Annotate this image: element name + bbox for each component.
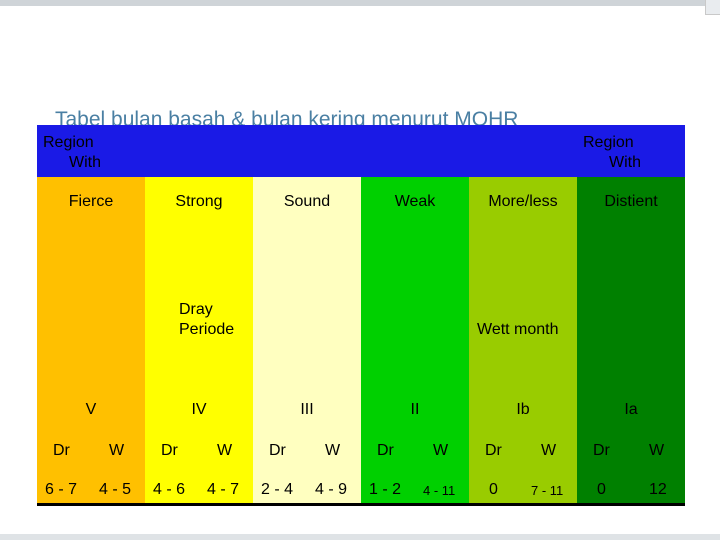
dr-value: 1 - 2 xyxy=(369,481,402,498)
w-value: 7 - 11 xyxy=(531,483,564,498)
dry-period-line2: Periode xyxy=(179,321,235,338)
w-value: 12 xyxy=(649,481,667,498)
wet-month-label: Wett month xyxy=(477,321,559,338)
column-name: Strong xyxy=(175,193,223,210)
column-class: Ia xyxy=(624,401,638,418)
dr-label: Dr xyxy=(485,442,502,459)
column-name: Weak xyxy=(394,193,436,210)
column-name: More/less xyxy=(488,193,558,210)
column-class: IV xyxy=(191,401,207,418)
dr-label: Dr xyxy=(593,442,610,459)
table-bottom-rule xyxy=(37,503,685,506)
header-left-line2: With xyxy=(69,154,101,171)
column-name: Fierce xyxy=(68,193,114,210)
bottom-border xyxy=(0,534,720,540)
column-more-less: More/less Wett month Ib Dr W 0 7 - 11 xyxy=(469,177,577,503)
dr-value: 2 - 4 xyxy=(261,481,294,498)
column-strong: Strong Dray Periode IV Dr W 4 - 6 4 - 7 xyxy=(145,177,253,503)
column-class: V xyxy=(85,401,97,418)
w-value: 4 - 9 xyxy=(315,481,348,498)
corner-ornament xyxy=(705,0,720,15)
w-value: 4 - 11 xyxy=(423,483,456,498)
dr-value: 0 xyxy=(489,481,498,498)
dr-value: 0 xyxy=(597,481,606,498)
column-distient: Distient Ia Dr W 0 12 xyxy=(577,177,685,503)
w-label: W xyxy=(541,442,557,459)
column-weak: Weak II Dr W 1 - 2 4 - 11 xyxy=(361,177,469,503)
header-left-line1: Region xyxy=(43,134,94,151)
column-name: Sound xyxy=(283,193,331,210)
w-label: W xyxy=(433,442,449,459)
dr-label: Dr xyxy=(377,442,394,459)
column-name: Distient xyxy=(604,193,658,210)
dr-value: 6 - 7 xyxy=(45,481,78,498)
column-fierce: Fierce V Dr W 6 - 7 4 - 5 xyxy=(37,177,145,503)
table-header: Region With Region With xyxy=(37,125,685,177)
dry-period-line1: Dray xyxy=(179,301,213,318)
top-border xyxy=(0,0,720,6)
w-label: W xyxy=(217,442,233,459)
header-right-line2: With xyxy=(609,154,641,171)
column-class: II xyxy=(410,401,420,418)
w-label: W xyxy=(649,442,665,459)
w-value: 4 - 5 xyxy=(99,481,132,498)
dr-label: Dr xyxy=(269,442,286,459)
dr-label: Dr xyxy=(161,442,178,459)
dr-label: Dr xyxy=(53,442,70,459)
header-right-line1: Region xyxy=(583,134,634,151)
column-class: III xyxy=(300,401,314,418)
mohr-table: Region With Region With Fierce V Dr W 6 … xyxy=(37,125,685,506)
w-label: W xyxy=(325,442,341,459)
w-value: 4 - 7 xyxy=(207,481,240,498)
dr-value: 4 - 6 xyxy=(153,481,186,498)
w-label: W xyxy=(109,442,125,459)
column-class: Ib xyxy=(516,401,530,418)
column-sound: Sound III Dr W 2 - 4 4 - 9 xyxy=(253,177,361,503)
